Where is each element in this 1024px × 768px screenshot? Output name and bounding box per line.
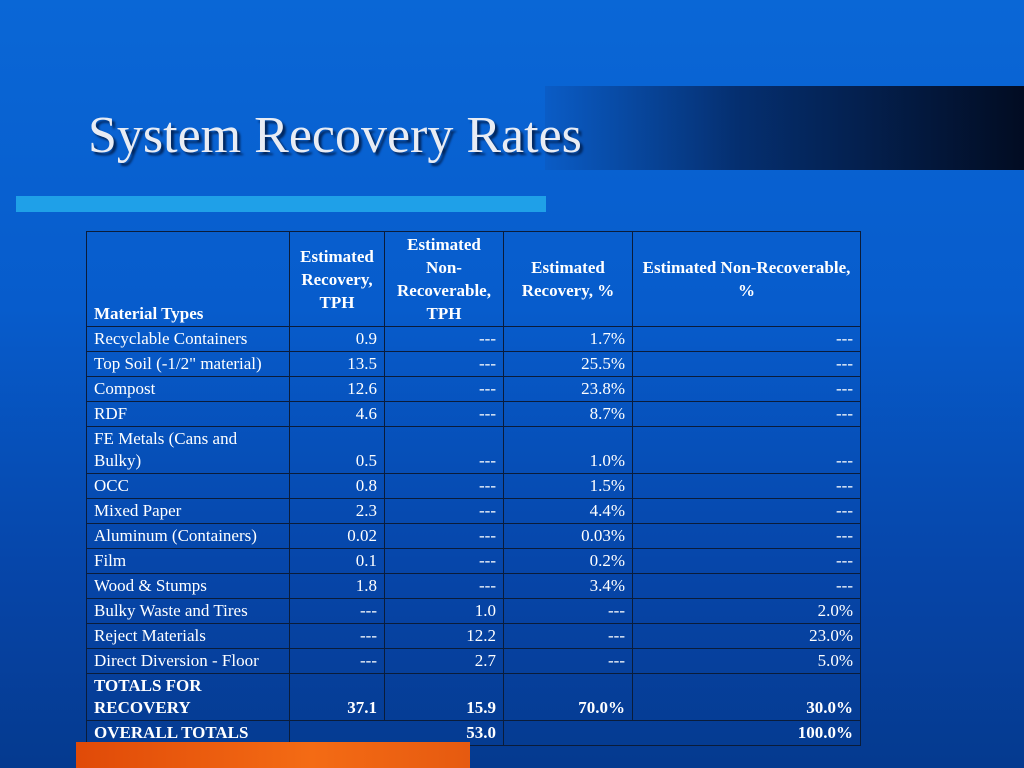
- non-recoverable-tph-cell: ---: [384, 326, 504, 352]
- header-estimated-non-recoverable-pct: Estimated Non-Recoverable, %: [632, 231, 861, 327]
- non-recoverable-pct-cell: ---: [632, 401, 861, 427]
- non-recoverable-pct-cell: ---: [632, 523, 861, 549]
- table-row: Direct Diversion - Floor --- 2.7 --- 5.0%: [86, 648, 861, 674]
- recovery-pct-cell: ---: [503, 598, 633, 624]
- non-recoverable-tph-cell: ---: [384, 426, 504, 474]
- non-recoverable-tph-cell: ---: [384, 401, 504, 427]
- non-recoverable-pct-cell: ---: [632, 326, 861, 352]
- material-cell: Bulky Waste and Tires: [86, 598, 290, 624]
- non-recoverable-pct-cell: ---: [632, 426, 861, 474]
- material-cell: Recyclable Containers: [86, 326, 290, 352]
- material-cell: Direct Diversion - Floor: [86, 648, 290, 674]
- bottom-accent-bar: [76, 742, 470, 768]
- table-row: RDF 4.6 --- 8.7% ---: [86, 401, 861, 427]
- header-estimated-recovery-pct: Estimated Recovery, %: [503, 231, 633, 327]
- non-recoverable-pct-cell: ---: [632, 376, 861, 402]
- header-estimated-non-recoverable-tph: Estimated Non-Recoverable, TPH: [384, 231, 504, 327]
- table-row: OCC 0.8 --- 1.5% ---: [86, 473, 861, 499]
- non-recoverable-pct-cell: ---: [632, 473, 861, 499]
- recovery-tph-cell: 0.9: [289, 326, 385, 352]
- recovery-tph-cell: ---: [289, 648, 385, 674]
- non-recoverable-tph-cell: 1.0: [384, 598, 504, 624]
- non-recoverable-tph-cell: ---: [384, 548, 504, 574]
- material-cell: Reject Materials: [86, 623, 290, 649]
- recovery-rates-table: Material Types Estimated Recovery, TPH E…: [86, 231, 861, 746]
- material-cell: OCC: [86, 473, 290, 499]
- recovery-tph-cell: 4.6: [289, 401, 385, 427]
- table-row: Aluminum (Containers) 0.02 --- 0.03% ---: [86, 523, 861, 549]
- overall-tph-cell: 53.0: [289, 720, 504, 746]
- header-material-types: Material Types: [86, 231, 290, 327]
- slide-title: System Recovery Rates: [88, 107, 582, 164]
- recovery-pct-cell: 3.4%: [503, 573, 633, 599]
- table-row: Compost 12.6 --- 23.8% ---: [86, 376, 861, 402]
- totals-for-recovery-row: TOTALS FOR RECOVERY 37.1 15.9 70.0% 30.0%: [86, 673, 861, 721]
- material-cell: FE Metals (Cans and Bulky): [86, 426, 290, 474]
- non-recoverable-tph-cell: ---: [384, 351, 504, 377]
- material-cell: Mixed Paper: [86, 498, 290, 524]
- recovery-tph-cell: 2.3: [289, 498, 385, 524]
- non-recoverable-pct-cell: ---: [632, 351, 861, 377]
- non-recoverable-pct-cell: 5.0%: [632, 648, 861, 674]
- table-row: FE Metals (Cans and Bulky) 0.5 --- 1.0% ---: [86, 426, 861, 474]
- non-recoverable-tph-cell: ---: [384, 498, 504, 524]
- non-recoverable-pct-cell: 23.0%: [632, 623, 861, 649]
- material-cell: Top Soil (-1/2" material): [86, 351, 290, 377]
- recovery-pct-cell: 0.03%: [503, 523, 633, 549]
- recovery-pct-cell: 0.2%: [503, 548, 633, 574]
- material-cell: Wood & Stumps: [86, 573, 290, 599]
- material-cell: Aluminum (Containers): [86, 523, 290, 549]
- overall-label-cell: OVERALL TOTALS: [86, 720, 290, 746]
- non-recoverable-tph-cell: ---: [384, 573, 504, 599]
- table-row: Film 0.1 --- 0.2% ---: [86, 548, 861, 574]
- table-row: Top Soil (-1/2" material) 13.5 --- 25.5% ---: [86, 351, 861, 377]
- material-cell: Film: [86, 548, 290, 574]
- non-recoverable-pct-cell: ---: [632, 498, 861, 524]
- recovery-pct-cell: 4.4%: [503, 498, 633, 524]
- recovery-tph-cell: ---: [289, 598, 385, 624]
- recovery-tph-cell: 13.5: [289, 351, 385, 377]
- accent-line: [16, 196, 546, 212]
- recovery-tph-cell: 1.8: [289, 573, 385, 599]
- non-recoverable-tph-cell: ---: [384, 523, 504, 549]
- recovery-tph-cell: 0.8: [289, 473, 385, 499]
- non-recoverable-tph-cell: 12.2: [384, 623, 504, 649]
- recovery-tph-cell: 0.1: [289, 548, 385, 574]
- table-row: Mixed Paper 2.3 --- 4.4% ---: [86, 498, 861, 524]
- material-cell: TOTALS FOR RECOVERY: [86, 673, 290, 721]
- recovery-pct-cell: 1.7%: [503, 326, 633, 352]
- recovery-pct-cell: ---: [503, 623, 633, 649]
- overall-totals-row: OVERALL TOTALS 53.0 100.0%: [86, 720, 861, 746]
- table-row: Wood & Stumps 1.8 --- 3.4% ---: [86, 573, 861, 599]
- header-estimated-recovery-tph: Estimated Recovery, TPH: [289, 231, 385, 327]
- non-recoverable-pct-cell: 30.0%: [632, 673, 861, 721]
- non-recoverable-tph-cell: ---: [384, 473, 504, 499]
- table-row: Recyclable Containers 0.9 --- 1.7% ---: [86, 326, 861, 352]
- non-recoverable-pct-cell: ---: [632, 573, 861, 599]
- recovery-tph-cell: ---: [289, 623, 385, 649]
- recovery-pct-cell: 23.8%: [503, 376, 633, 402]
- recovery-pct-cell: ---: [503, 648, 633, 674]
- table-row: Bulky Waste and Tires --- 1.0 --- 2.0%: [86, 598, 861, 624]
- non-recoverable-pct-cell: 2.0%: [632, 598, 861, 624]
- recovery-pct-cell: 8.7%: [503, 401, 633, 427]
- recovery-tph-cell: 0.5: [289, 426, 385, 474]
- non-recoverable-tph-cell: 2.7: [384, 648, 504, 674]
- non-recoverable-tph-cell: 15.9: [384, 673, 504, 721]
- recovery-pct-cell: 1.0%: [503, 426, 633, 474]
- overall-pct-cell: 100.0%: [503, 720, 861, 746]
- material-cell: RDF: [86, 401, 290, 427]
- table-header-row: Material Types Estimated Recovery, TPH E…: [86, 231, 861, 327]
- non-recoverable-pct-cell: ---: [632, 548, 861, 574]
- recovery-tph-cell: 37.1: [289, 673, 385, 721]
- non-recoverable-tph-cell: ---: [384, 376, 504, 402]
- recovery-tph-cell: 0.02: [289, 523, 385, 549]
- title-background-bar: [545, 86, 1024, 170]
- material-cell: Compost: [86, 376, 290, 402]
- recovery-pct-cell: 70.0%: [503, 673, 633, 721]
- recovery-pct-cell: 1.5%: [503, 473, 633, 499]
- table-row: Reject Materials --- 12.2 --- 23.0%: [86, 623, 861, 649]
- recovery-tph-cell: 12.6: [289, 376, 385, 402]
- recovery-pct-cell: 25.5%: [503, 351, 633, 377]
